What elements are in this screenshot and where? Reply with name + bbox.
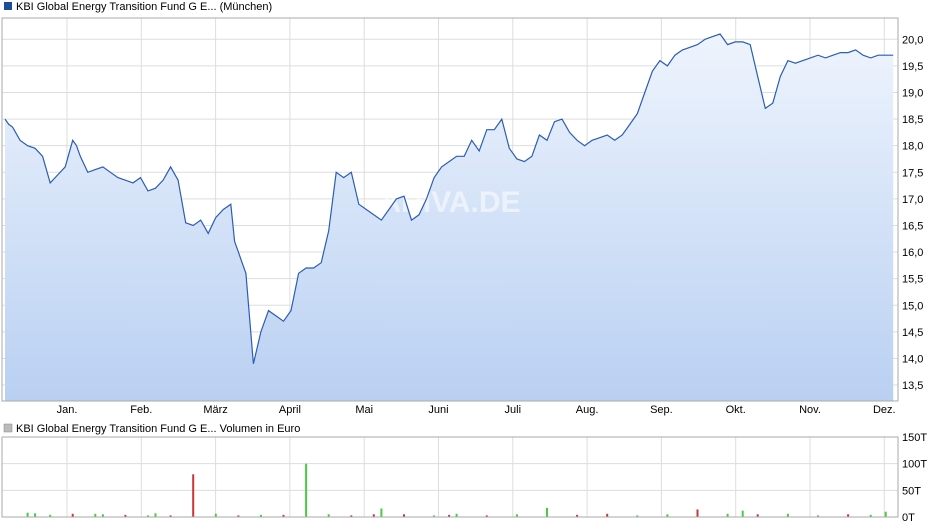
volume-y-tick-label: 150T — [902, 432, 927, 444]
volume-bar — [94, 513, 97, 517]
price-y-tick-label: 20,0 — [902, 34, 923, 46]
volume-bar — [147, 515, 149, 517]
volume-bar — [259, 514, 262, 517]
volume-bar — [34, 513, 37, 517]
price-x-tick-label: Feb. — [130, 404, 152, 416]
volume-legend-swatch — [3, 423, 13, 433]
volume-bar — [305, 463, 308, 517]
volume-bar — [403, 514, 405, 517]
volume-bar — [124, 514, 127, 517]
volume-bar — [433, 515, 436, 517]
volume-y-tick-label: 100T — [902, 459, 927, 471]
volume-y-axis: 150T 100T 50T 0T — [902, 432, 927, 524]
volume-bars — [26, 463, 887, 517]
volume-bar — [847, 514, 850, 517]
volume-bar — [49, 514, 52, 517]
volume-bar — [380, 508, 383, 517]
price-x-tick-label: Okt. — [726, 404, 746, 416]
price-plot-border — [1, 17, 899, 402]
volume-bar — [884, 511, 887, 517]
volume-y-tick-label: 0T — [902, 512, 915, 524]
volume-bar — [786, 513, 789, 517]
volume-bar — [154, 513, 157, 517]
price-x-tick-label: März — [203, 404, 227, 416]
price-legend-text: KBI Global Energy Transition Fund G E...… — [16, 1, 272, 13]
price-y-tick-label: 19,5 — [902, 61, 923, 73]
volume-bar — [606, 513, 609, 517]
price-legend-swatch — [4, 2, 12, 10]
volume-bar — [71, 513, 74, 517]
volume-bar — [576, 514, 579, 517]
volume-bar — [546, 507, 548, 517]
volume-bar — [169, 515, 172, 517]
volume-bar — [515, 514, 518, 517]
price-y-tick-label: 18,5 — [902, 114, 923, 126]
volume-bar — [192, 474, 195, 517]
price-x-axis: Jan. Feb. März April Mai Juni Juli Aug. Sep. Okt.… — [57, 404, 896, 416]
price-area-fill — [5, 34, 894, 401]
price-y-tick-label: 19,0 — [902, 87, 923, 99]
price-x-tick-label: Sep. — [650, 404, 673, 416]
volume-bar — [26, 512, 29, 517]
volume-bar — [696, 509, 699, 517]
price-y-tick-label: 17,0 — [902, 194, 923, 206]
price-y-tick-label: 17,5 — [902, 167, 923, 179]
price-y-tick-label: 18,0 — [902, 141, 923, 153]
volume-bar — [817, 515, 819, 517]
watermark: ARIVA.DE — [379, 186, 520, 219]
volume-bar — [485, 515, 488, 517]
price-y-tick-label: 16,0 — [902, 247, 923, 259]
volume-legend-text: KBI Global Energy Transition Fund G E...… — [16, 423, 300, 435]
volume-y-tick-label: 50T — [902, 485, 921, 497]
volume-bar — [455, 513, 458, 517]
volume-bar — [726, 513, 729, 517]
volume-bar — [101, 514, 104, 517]
price-x-tick-label: Mai — [355, 404, 373, 416]
volume-bar — [869, 514, 872, 517]
price-y-tick-label: 14,0 — [902, 353, 923, 365]
volume-bar — [448, 514, 451, 517]
price-y-tick-label: 13,5 — [902, 380, 923, 392]
price-x-tick-label: April — [279, 404, 301, 416]
price-x-tick-label: Juni — [428, 404, 448, 416]
volume-bar — [741, 510, 744, 517]
price-y-axis: 13,5 14,0 14,5 15,0 15,5 16,0 16,5 17,0 17,5 18,0… — [902, 34, 923, 392]
price-line — [4, 33, 894, 364]
volume-bar — [214, 513, 217, 517]
price-x-tick-label: Jan. — [57, 404, 78, 416]
volume-bar — [756, 514, 759, 517]
volume-bar — [372, 514, 375, 517]
volume-plot-area — [2, 437, 898, 517]
price-y-tick-label: 14,5 — [902, 327, 923, 339]
price-x-tick-label: Juli — [505, 404, 522, 416]
volume-bar — [666, 514, 669, 517]
price-y-tick-label: 15,0 — [902, 300, 923, 312]
volume-bar — [237, 515, 240, 517]
volume-bar — [327, 514, 330, 517]
price-y-tick-label: 15,5 — [902, 274, 923, 286]
price-x-tick-label: Nov. — [799, 404, 821, 416]
volume-bar — [636, 515, 639, 517]
price-x-tick-label: Aug. — [576, 404, 599, 416]
price-y-tick-label: 16,5 — [902, 220, 923, 232]
volume-bar — [282, 514, 285, 517]
volume-plot-border — [1, 436, 899, 518]
price-x-tick-label: Dez. — [873, 404, 896, 416]
volume-bar — [350, 515, 353, 517]
